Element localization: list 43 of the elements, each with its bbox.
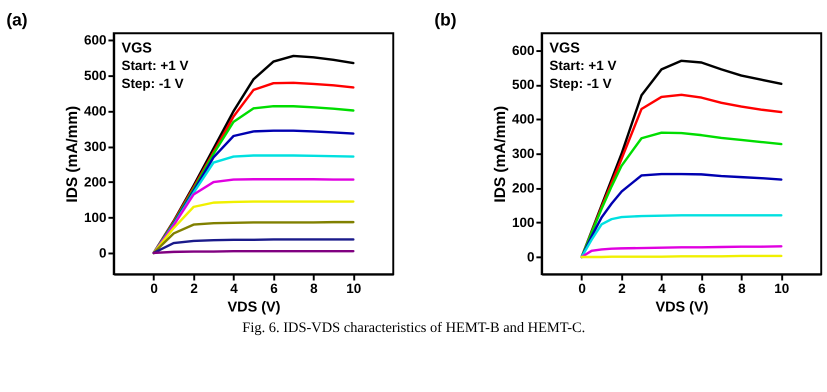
y-tick-label: 300: [512, 146, 534, 162]
line-series: [152, 238, 355, 254]
x-tick-label: 6: [270, 281, 278, 296]
x-tick-label: 2: [190, 281, 198, 296]
y-tick-label: 600: [84, 32, 107, 48]
y-tick-label: 600: [512, 42, 534, 58]
chart-title: (a): [6, 10, 28, 30]
y-tick-label: 200: [512, 180, 534, 196]
x-tick-label: 4: [230, 281, 238, 296]
x-tick-label: 4: [658, 281, 666, 296]
line-series: [580, 214, 782, 258]
y-tick-label: 100: [84, 210, 107, 225]
y-tick-label: 500: [84, 68, 107, 84]
x-axis-title: VDS (V): [655, 299, 709, 316]
chart-title: (b): [434, 10, 456, 30]
y-tick-label: 0: [99, 245, 107, 260]
annotation: VGS: [549, 40, 580, 57]
annotation: Step: -1 V: [549, 76, 612, 92]
y-tick-label: 500: [512, 77, 534, 92]
y-axis-title: IDS (mA/mm): [64, 106, 82, 203]
annotation: VGS: [121, 40, 152, 57]
x-tick-label: 0: [578, 281, 586, 296]
x-tick-label: 6: [698, 281, 706, 296]
x-tick-label: 10: [774, 281, 790, 296]
y-tick-label: 300: [84, 138, 107, 154]
x-tick-label: 8: [738, 281, 746, 296]
line-series: [580, 245, 782, 258]
x-axis-title: VDS (V): [228, 299, 281, 316]
y-axis-title: IDS (mA/mm): [492, 106, 510, 203]
y-tick-label: 400: [84, 104, 107, 119]
y-tick-label: 0: [526, 249, 534, 264]
annotation: Start: +1 V: [121, 58, 189, 73]
x-tick-label: 10: [346, 281, 362, 296]
x-tick-label: 2: [618, 281, 626, 296]
annotation: Step: -1 V: [121, 76, 184, 92]
caption: Fig. 6. IDS-VDS characteristics of HEMT-B and HEMT-C.: [242, 320, 586, 336]
line-series: [152, 220, 355, 254]
annotation: Start: +1 V: [549, 58, 616, 73]
y-tick-label: 100: [512, 214, 534, 230]
y-tick-label: 400: [512, 112, 534, 127]
x-tick-label: 8: [310, 281, 318, 296]
x-tick-label: 0: [150, 281, 158, 296]
y-tick-label: 200: [84, 174, 107, 190]
